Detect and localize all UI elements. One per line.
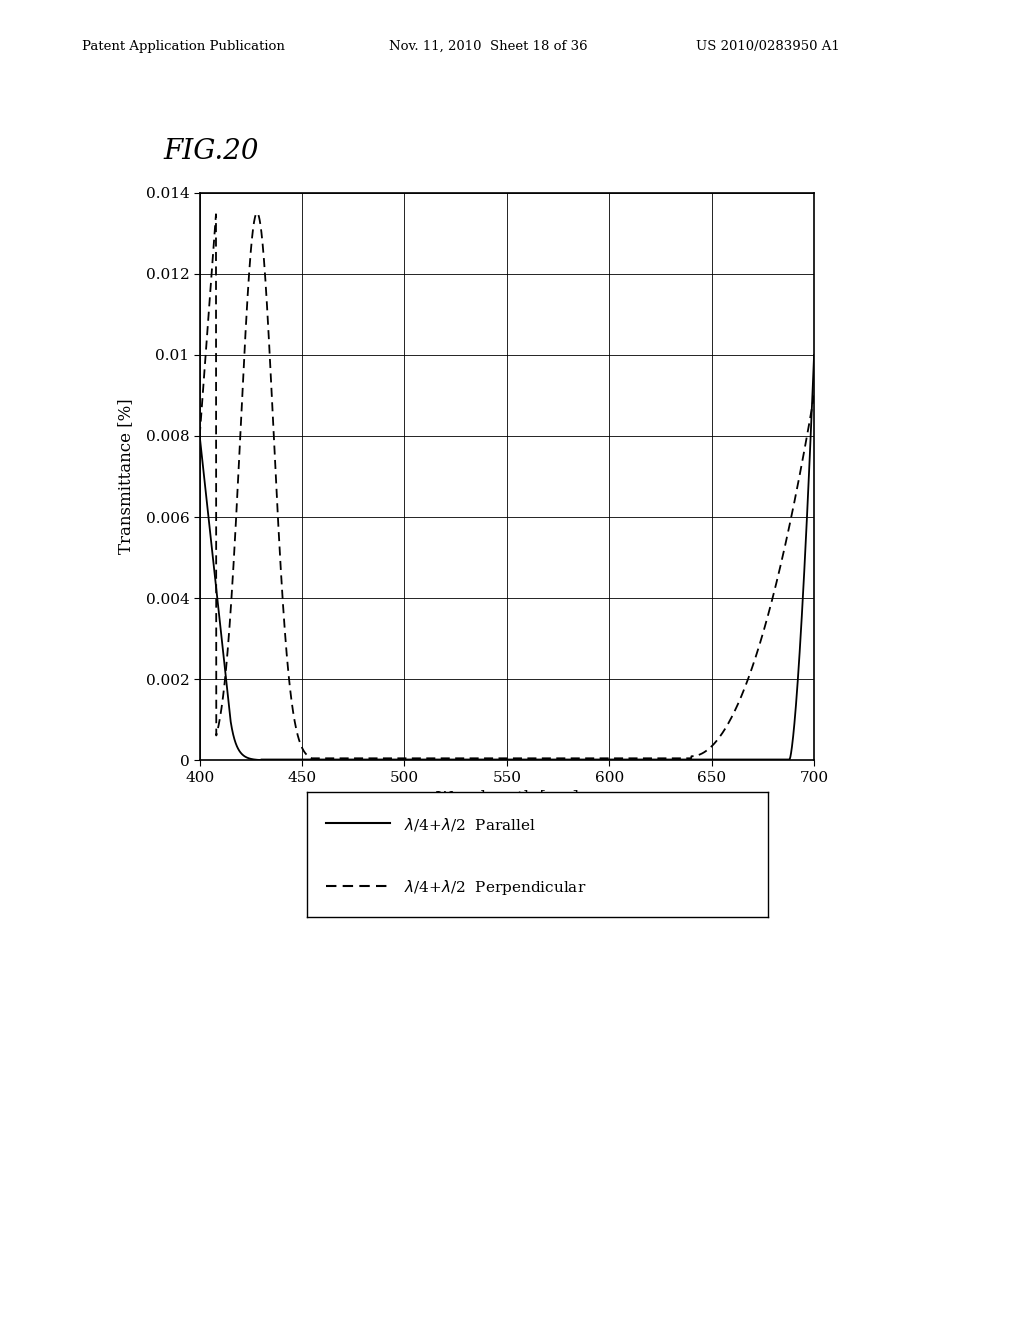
Text: $\lambda$/4+$\lambda$/2  Perpendicular: $\lambda$/4+$\lambda$/2 Perpendicular (403, 878, 587, 896)
Y-axis label: Transmittance [%]: Transmittance [%] (118, 399, 134, 554)
Text: Nov. 11, 2010  Sheet 18 of 36: Nov. 11, 2010 Sheet 18 of 36 (389, 40, 588, 53)
Text: FIG.20: FIG.20 (164, 139, 259, 165)
Text: US 2010/0283950 A1: US 2010/0283950 A1 (696, 40, 840, 53)
Text: Patent Application Publication: Patent Application Publication (82, 40, 285, 53)
Text: $\lambda$/4+$\lambda$/2  Parallel: $\lambda$/4+$\lambda$/2 Parallel (403, 816, 536, 833)
X-axis label: Wavelength [nm]: Wavelength [nm] (435, 791, 579, 808)
